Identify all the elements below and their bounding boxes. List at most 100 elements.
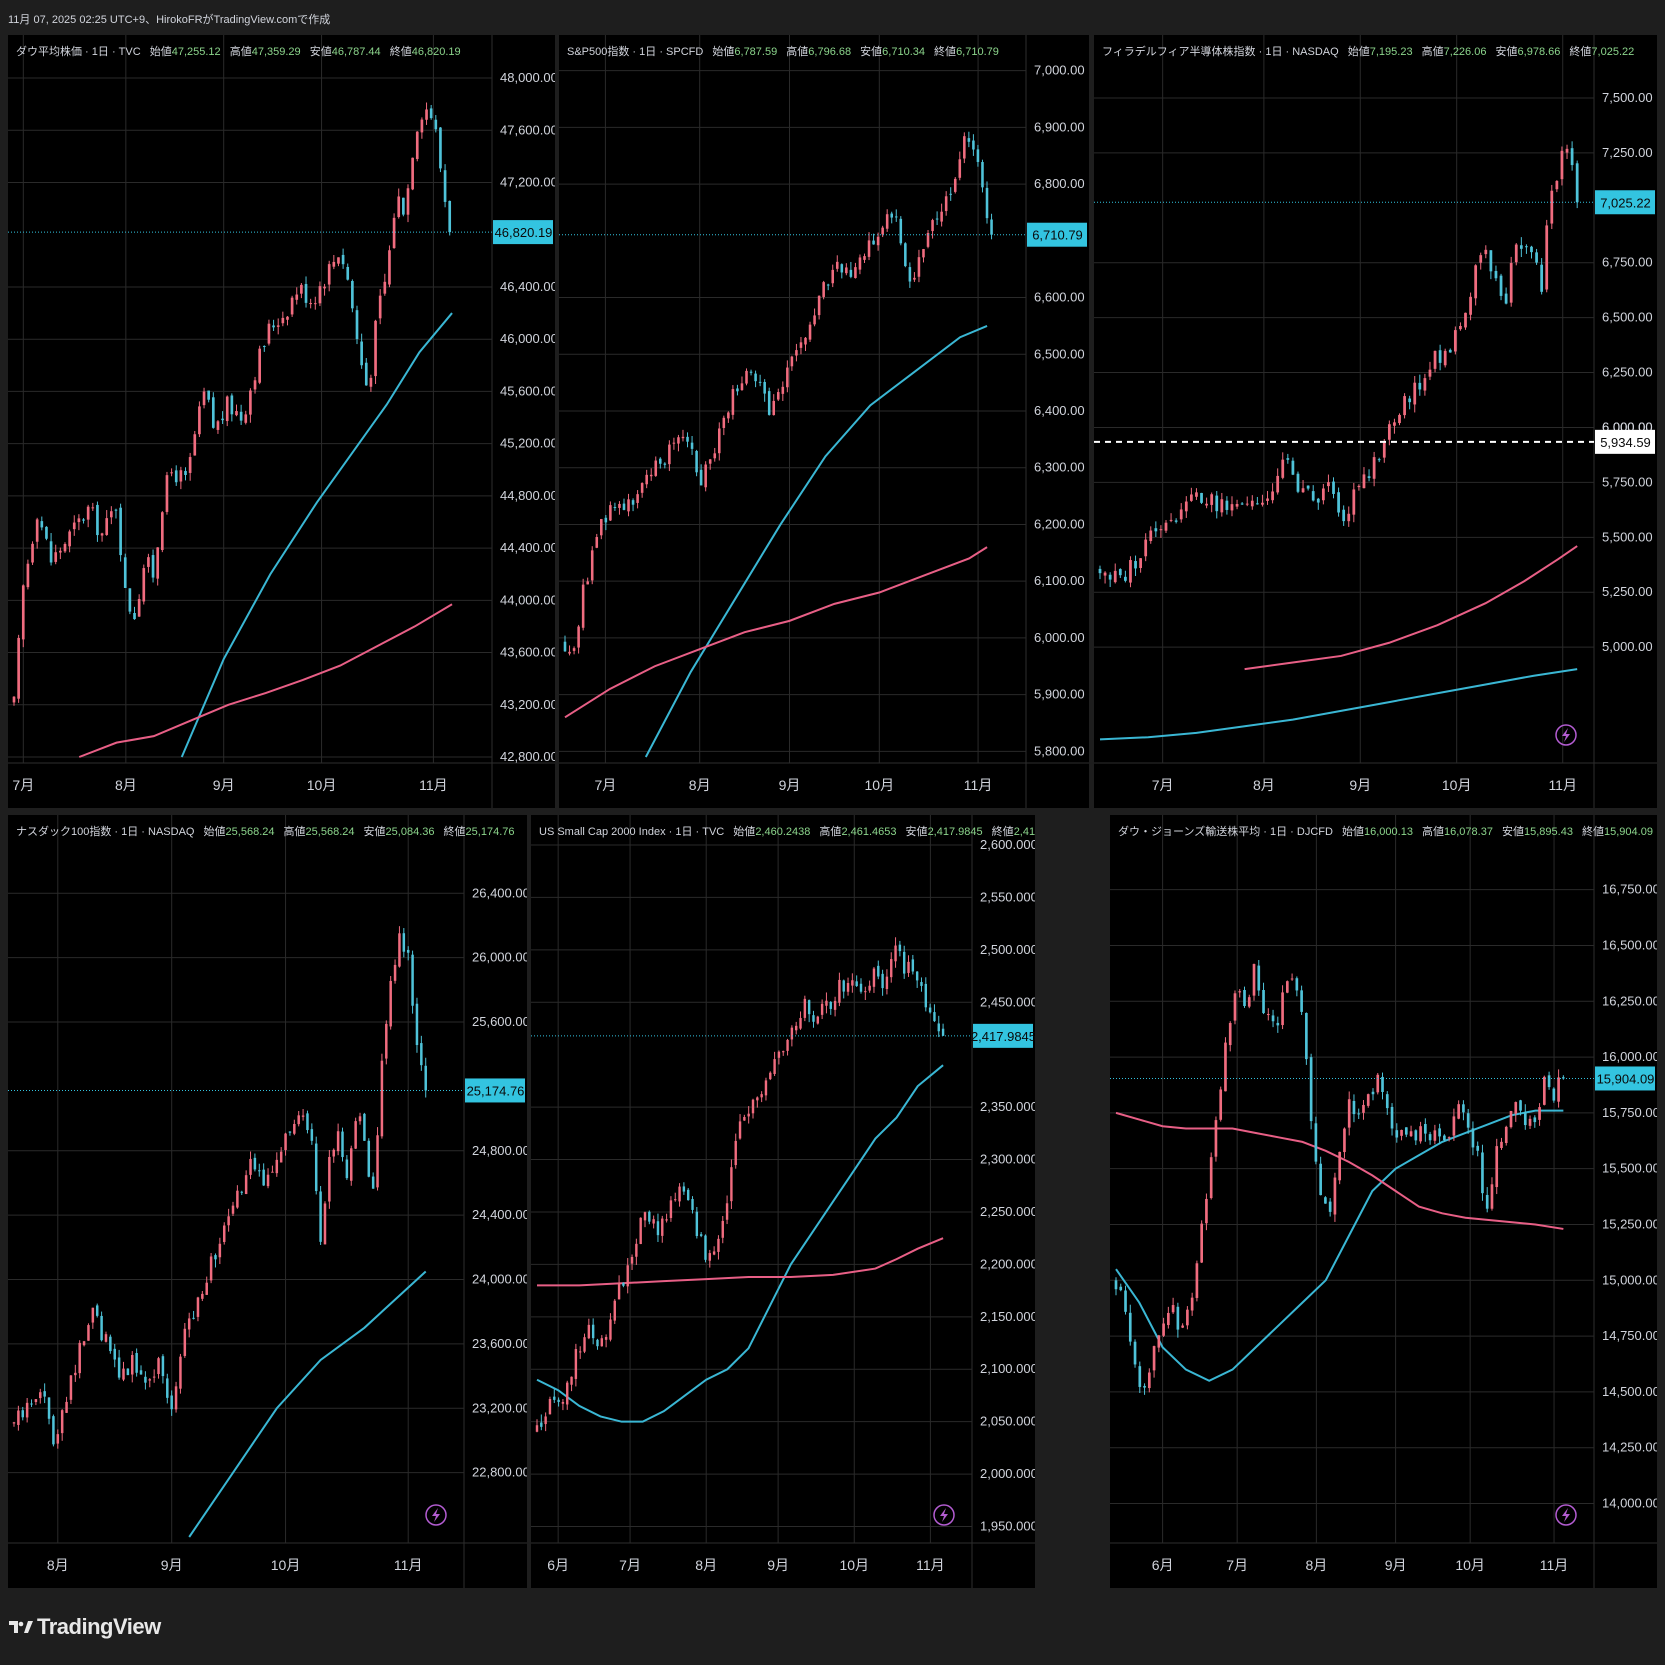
chart-panel-nasdaq100[interactable]: 26,400.00 26,000.00 25,600.00 24,800.00 24,4… [8, 815, 527, 1588]
candle-body [192, 1317, 195, 1319]
ohlc-label-close: 終値 [988, 826, 1014, 838]
last-price-tag [973, 1023, 1033, 1048]
ohlc-value-low: 25,084.36 [385, 826, 435, 838]
x-tick-label: 11月 [419, 777, 448, 793]
candle-body [813, 315, 816, 325]
chart-panel-dow[interactable]: 48,000.00 47,600.00 47,200.00 46,400.00 46,0… [8, 35, 555, 808]
candle-body [1342, 509, 1346, 522]
candle-body [262, 345, 266, 347]
candle-body [890, 213, 894, 218]
lightning-icon[interactable] [1555, 724, 1577, 746]
chart-title: S&P500指数 · 1日 · SPCFD [567, 46, 704, 58]
candle-body [139, 1370, 143, 1375]
candle-body [1167, 1312, 1170, 1326]
candle-body [544, 1416, 547, 1425]
y-tick-label: 2,300.0000 [980, 1152, 1035, 1167]
chart-panel-djt[interactable]: 16,750.00 16,500.00 16,250.00 16,000.00 15,7… [1110, 815, 1657, 1588]
y-tick-label: 6,200.00 [1034, 516, 1085, 531]
candle-body [142, 568, 146, 602]
candle-body [645, 474, 648, 485]
candle-body [618, 503, 621, 508]
candle-body [235, 411, 238, 416]
candle-body [170, 1395, 173, 1410]
candle-body [1205, 1198, 1208, 1224]
candle-body [566, 1382, 569, 1405]
y-tick-label: 5,250.00 [1602, 584, 1653, 599]
candle-body [769, 1072, 772, 1080]
y-tick-label: 24,000.00 [472, 1272, 527, 1287]
candle-body [137, 599, 141, 617]
candle-body [1171, 1305, 1175, 1313]
candle-body [725, 1203, 729, 1220]
candle-body [380, 1060, 384, 1137]
candle-body [78, 1342, 81, 1374]
x-tick-label: 8月 [1253, 777, 1275, 793]
candle-body [272, 325, 275, 328]
candle-body [661, 1218, 664, 1236]
candle-body [31, 543, 34, 563]
candle-body [652, 1219, 655, 1224]
lightning-icon[interactable] [933, 1504, 955, 1526]
chart-panel-russell2000[interactable]: 2,600.0000 2,550.0000 2,500.0000 2,450.0000… [531, 815, 1035, 1588]
candle-body [846, 983, 850, 992]
lightning-icon[interactable] [1555, 1504, 1577, 1526]
candle-body [713, 453, 717, 459]
ohlc-label-open: 始値 [146, 46, 172, 58]
candle-body [677, 437, 680, 444]
chart-panel-sox[interactable]: 7,500.00 7,250.00 6,750.00 6,500.00 6,250.00… [1094, 35, 1657, 808]
candle-body [1400, 1129, 1403, 1136]
chart-canvas[interactable]: 7,500.00 7,250.00 6,750.00 6,500.00 6,250.00… [1094, 35, 1657, 808]
ohlc-label-low: 安値 [1498, 826, 1525, 838]
y-tick-label: 6,750.00 [1602, 255, 1653, 270]
candle-body [917, 257, 921, 277]
candle-body [734, 1140, 737, 1166]
candle-body [678, 1186, 681, 1202]
candle-body [1247, 997, 1251, 1007]
candle-body [613, 1300, 616, 1321]
candle-body [198, 406, 201, 435]
candle-body [222, 1225, 226, 1242]
candle-body [799, 1017, 802, 1029]
y-tick-label: 7,500.00 [1602, 90, 1653, 105]
chart-canvas[interactable]: 2,600.0000 2,550.0000 2,500.0000 2,450.0000… [531, 815, 1035, 1588]
candle-body [904, 243, 907, 267]
candle-body [894, 945, 897, 962]
candle-body [201, 1293, 204, 1299]
chart-legend: US Small Cap 2000 Index · 1日 · TVC 始値2,4… [539, 823, 1035, 839]
candle-body [1144, 539, 1148, 557]
chart-canvas[interactable]: 7,000.00 6,900.00 6,800.00 6,600.00 6,500.00… [559, 35, 1089, 808]
last-price-tag [465, 1078, 525, 1103]
candle-body [21, 1410, 25, 1418]
chart-canvas[interactable]: 26,400.00 26,000.00 25,600.00 24,800.00 24,4… [8, 815, 527, 1588]
candle-body [807, 1000, 811, 1015]
candle-body [1347, 513, 1351, 522]
candle-body [630, 1256, 634, 1264]
candle-body [782, 1051, 785, 1053]
candle-body [341, 1131, 344, 1158]
x-tick-label: 9月 [767, 1557, 789, 1573]
lightning-icon[interactable] [425, 1504, 447, 1526]
candle-body [301, 1115, 305, 1117]
candle-body [1471, 1128, 1475, 1148]
candle-body [902, 951, 906, 974]
candle-body [95, 1305, 99, 1316]
candle-body [72, 522, 76, 530]
candle-body [926, 232, 930, 247]
candle-body [207, 390, 211, 400]
x-tick-label: 11月 [964, 777, 993, 793]
candle-body [1311, 491, 1315, 501]
candle-body [572, 648, 576, 651]
candle-body [293, 1123, 296, 1134]
chart-panel-sp500[interactable]: 7,000.00 6,900.00 6,800.00 6,600.00 6,500.00… [559, 35, 1089, 808]
candle-body [354, 1121, 357, 1149]
chart-canvas[interactable]: 16,750.00 16,500.00 16,250.00 16,000.00 15,7… [1110, 815, 1657, 1588]
chart-canvas[interactable]: 48,000.00 47,600.00 47,200.00 46,400.00 46,0… [8, 35, 555, 808]
candle-body [63, 544, 67, 552]
ohlc-value-open: 7,195.23 [1369, 46, 1413, 58]
candle-body [214, 1255, 217, 1260]
x-tick-label: 7月 [1226, 1557, 1248, 1573]
x-tick-label: 9月 [213, 777, 235, 793]
candle-body [230, 395, 234, 415]
candle-body [868, 985, 871, 991]
candle-body [758, 381, 762, 383]
